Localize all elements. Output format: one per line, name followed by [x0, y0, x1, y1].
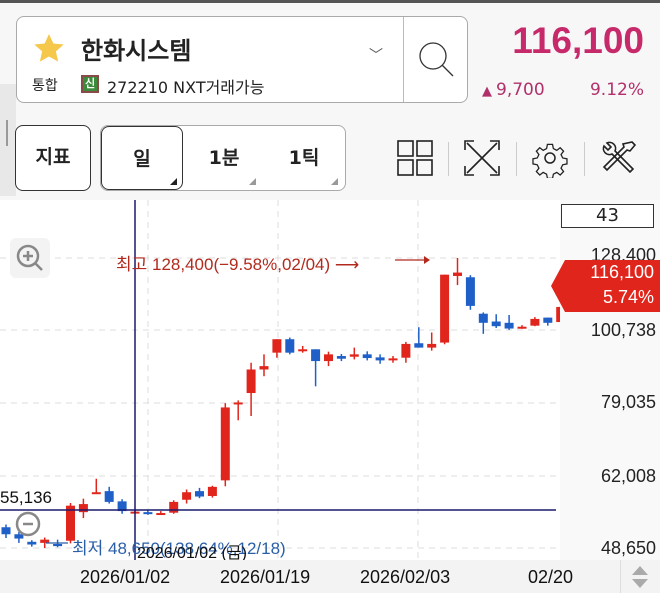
fullscreen-icon[interactable]	[462, 138, 502, 178]
stock-code: 272210 NXT거래가능	[107, 78, 265, 97]
divider	[620, 560, 621, 593]
x-label: 2026/01/02	[80, 567, 171, 587]
period-day[interactable]: 일	[101, 126, 183, 190]
price-tag-shape	[551, 260, 660, 312]
low-annotation: 최저 48,650(138.64%,12/18)	[72, 539, 286, 558]
chevron-down-icon[interactable]: ﹀	[369, 48, 383, 64]
grid-layout-icon[interactable]	[396, 138, 436, 178]
stock-name: 한화시스템	[81, 37, 192, 65]
change-value: 9,700	[496, 80, 545, 100]
y-label: 100,738	[590, 320, 656, 340]
chart-area[interactable]	[0, 200, 660, 560]
high-annotation: 최고 128,400(−9.58%,02/04) ⟶	[116, 255, 360, 274]
up-arrow-icon: ▲	[482, 84, 492, 99]
current-price: 116,100	[512, 20, 644, 61]
x-label: 2026/02/03	[360, 567, 451, 587]
candle-count[interactable]: 43	[561, 204, 654, 228]
period-1tick[interactable]: 1틱	[288, 147, 320, 169]
current-price-tag: 116,100 5.74%	[551, 260, 660, 312]
period-selector: 일 1분 1틱	[100, 125, 346, 191]
top-border	[0, 0, 660, 3]
market-type: 통합	[32, 78, 58, 94]
crosshair-date: 2026/01/02 (금)	[137, 545, 247, 562]
divider	[516, 142, 517, 176]
zoom-out-icon[interactable]	[14, 510, 44, 540]
x-label: 2026/01/19	[220, 567, 311, 587]
tag-price: 116,100	[590, 262, 654, 282]
settings-gear-icon[interactable]	[530, 138, 570, 178]
zoom-in-button[interactable]	[10, 238, 50, 278]
corner-indicator	[331, 178, 338, 185]
date-axis[interactable]	[0, 560, 660, 593]
search-icon	[419, 42, 454, 77]
x-label: 02/20	[528, 567, 574, 587]
tools-icon[interactable]	[598, 138, 638, 178]
y-label: 48,650	[600, 538, 656, 558]
zoom-in-icon	[16, 244, 43, 271]
tag-percent: 5.74%	[602, 287, 654, 307]
price-change: ▲ 9,700	[482, 80, 545, 100]
crosshair-price: 55,136	[0, 488, 52, 507]
scroll-arrows-icon[interactable]	[628, 564, 652, 590]
divider	[584, 142, 585, 176]
corner-indicator	[249, 178, 256, 185]
candlestick-chart[interactable]	[0, 200, 660, 560]
period-1min[interactable]: 1분	[208, 147, 240, 169]
search-button[interactable]	[403, 17, 469, 102]
change-percent: 9.12%	[589, 80, 644, 100]
y-label: 62,008	[600, 466, 656, 486]
side-panel-handle[interactable]	[0, 84, 16, 196]
credit-badge: 신	[81, 75, 99, 93]
divider	[448, 142, 449, 176]
divider	[403, 17, 404, 102]
star-icon[interactable]	[31, 31, 67, 67]
y-label: 79,035	[600, 392, 656, 412]
indicator-button[interactable]: 지표	[15, 125, 91, 191]
stock-selector[interactable]: 한화시스템 ﹀ 통합 신 272210 NXT거래가능	[16, 16, 468, 103]
corner-indicator	[170, 178, 177, 185]
side-panel-grip[interactable]	[6, 120, 8, 146]
